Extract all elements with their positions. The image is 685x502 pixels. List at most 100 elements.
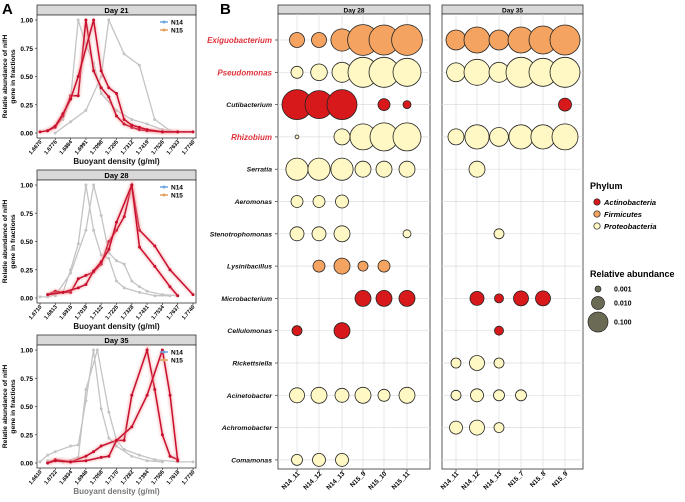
data-point-n15: [153, 388, 157, 392]
data-point-n15: [115, 438, 118, 442]
x-tick-label: 1.7637: [166, 304, 181, 321]
x-tick-label: 1.7122: [89, 304, 104, 321]
data-point-n14: [145, 122, 149, 126]
bubble: [446, 62, 466, 83]
taxon-label: Aeromonas: [234, 199, 273, 206]
data-point-n14: [53, 131, 57, 135]
x-tick-label: 1.6710: [28, 304, 43, 321]
bubble-chart: Exiguobacterium Pseudomonas Cutibacterium R…: [207, 4, 675, 492]
taxon-label: Serratia: [247, 167, 273, 174]
data-point-n14: [137, 63, 141, 67]
x-tick-label: 1.7618: [166, 469, 181, 486]
x-tick-label: 1.6916: [59, 304, 74, 321]
bubble: [294, 134, 300, 140]
legend-label: Firmicutes: [604, 210, 642, 219]
bubble: [312, 195, 326, 208]
data-point-n14: [99, 214, 103, 218]
legend-title-phylum: Phylum: [590, 181, 623, 191]
legend-label: 0.001: [614, 287, 632, 294]
data-point-n14: [160, 460, 164, 464]
bubble: [311, 32, 327, 48]
bubble: [354, 289, 372, 307]
bubble: [377, 98, 391, 111]
data-point-n15: [46, 129, 50, 133]
x-tick-label: 1.7730: [181, 469, 196, 486]
taxon-label: Acinetobacter: [226, 393, 273, 400]
bubble: [493, 357, 505, 369]
bubble: [402, 100, 412, 109]
legend-label: N14: [171, 184, 183, 191]
bubble: [354, 386, 372, 404]
facet-strip-label: Day 35: [502, 7, 523, 14]
data-point-n15: [115, 220, 118, 224]
bubble: [530, 124, 556, 150]
legend-key-actinobacteria: [593, 198, 601, 206]
x-tick-label: 1.7312: [120, 139, 135, 156]
x-tick-label: 1.7328: [120, 304, 135, 321]
x-tick-label: 1.7205: [105, 139, 120, 156]
taxon-label: Cellulomonas: [227, 328, 272, 335]
sample-label: N14_12: [460, 470, 481, 491]
x-axis-label: Buoyant density (g/ml): [73, 322, 160, 331]
data-point-n14: [122, 52, 126, 56]
bubble: [333, 322, 351, 340]
legend-key-firmicutes: [593, 210, 601, 218]
bubble: [290, 195, 304, 208]
y-tick-label: 0.75: [20, 376, 33, 383]
bubble-panel-day-28: Day 28 N14_11 N14_12 N14_13 N15_9 N15_10 N15_1…: [277, 4, 431, 492]
x-tick-label: 1.7534: [151, 304, 167, 321]
data-point-n15: [99, 455, 103, 459]
plot-area: [441, 13, 584, 470]
data-point-n14: [95, 348, 99, 352]
y-tick-label: 0.25: [20, 102, 33, 109]
bubble: [291, 325, 303, 337]
bubble: [392, 57, 422, 87]
bubble: [357, 260, 369, 272]
taxon-label: Comamonas: [231, 457, 272, 464]
data-point-n15: [138, 245, 142, 249]
x-tick-label: 1.6722: [43, 469, 58, 486]
data-point-n15: [107, 86, 111, 90]
y-axis-label-line2: gene in fractions: [10, 379, 17, 434]
bubble: [289, 226, 305, 242]
x-tick-label: 1.6834: [59, 469, 75, 486]
y-axis-label-line1: Relatie abundance of nifH: [2, 200, 9, 284]
data-point-n15: [38, 130, 42, 134]
data-point-n15: [191, 293, 195, 297]
y-tick-label: 0.50: [20, 239, 33, 246]
bubble: [377, 388, 391, 402]
x-tick-label: 1.7419: [135, 139, 150, 156]
data-point-n15: [168, 285, 172, 289]
data-point-n14: [160, 293, 164, 297]
sample-label: N15_9: [551, 470, 570, 489]
data-point-n14: [191, 460, 195, 464]
legend-label: 0.010: [614, 301, 632, 308]
legend-label: N14: [171, 349, 183, 356]
data-point-n15: [53, 459, 57, 463]
x-tick-label: 1.7282: [120, 469, 135, 486]
data-point-n15: [99, 69, 103, 73]
data-point-n15: [130, 183, 134, 187]
x-axis-label: Buoyant density (g/ml): [73, 487, 160, 496]
data-point-n15: [122, 122, 126, 126]
sample-label: N15_10: [367, 470, 388, 491]
data-point-n15: [107, 454, 111, 458]
line-chart-day-21: Day 210.000.250.500.751.001.6670 1.6776 1.…: [2, 4, 197, 166]
data-point-n15: [99, 86, 103, 90]
data-point-n14: [46, 453, 50, 457]
legend-label: Actinobacteria: [603, 198, 656, 207]
data-point-n15: [176, 459, 180, 463]
bubble: [375, 160, 393, 178]
data-point-n15: [168, 393, 172, 397]
data-point-n15: [99, 444, 103, 448]
data-point-n14: [122, 286, 126, 290]
x-tick-label: 1.6946: [74, 469, 89, 486]
facet-strip-label: Day 21: [104, 6, 128, 15]
y-tick-label: 0.00: [20, 461, 33, 468]
data-point-n14: [145, 459, 149, 463]
bubble: [449, 420, 463, 435]
data-point-n15: [46, 461, 50, 465]
taxon-label: Exiguobacterium: [207, 36, 272, 45]
y-axis-label-line2: gene in fractions: [10, 49, 17, 104]
sample-label: N15_7: [507, 470, 526, 489]
